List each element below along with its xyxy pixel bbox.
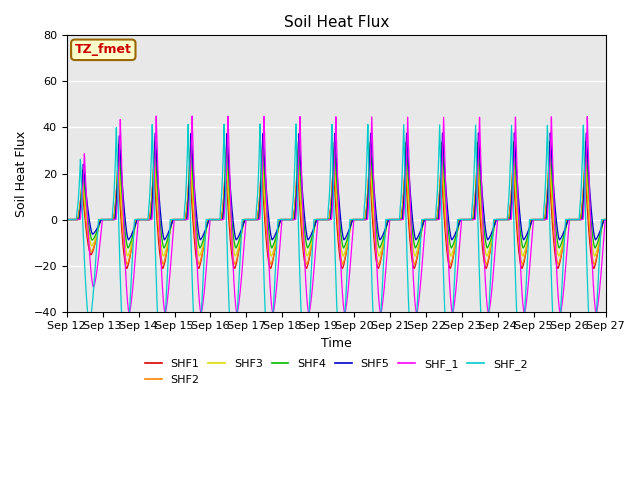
SHF1 (602, 216, 609, 222)
SHF4 (246, 216, 253, 222)
SHF2 (472, 183, 480, 189)
SHF_2 (246, 216, 254, 222)
Line: SHF5: SHF5 (67, 133, 605, 240)
SHF5 (246, 216, 253, 222)
SHF1 (246, 216, 253, 222)
SHF_2 (318, 216, 326, 222)
Text: TZ_fmet: TZ_fmet (75, 43, 132, 56)
SHF5 (457, 216, 465, 222)
SHF3 (591, 253, 598, 259)
SHF3 (318, 216, 326, 222)
SHF1 (63, 216, 70, 222)
SHF3 (457, 216, 465, 222)
SHF2 (457, 216, 465, 222)
SHF_2 (122, 360, 129, 365)
SHF4 (579, 201, 587, 207)
SHF_1 (188, 113, 196, 119)
SHF4 (318, 216, 326, 222)
SHF1 (573, 216, 580, 222)
SHF3 (602, 216, 609, 222)
SHF1 (446, 265, 454, 271)
Legend: SHF1, SHF2, SHF3, SHF4, SHF5, SHF_1, SHF_2: SHF1, SHF2, SHF3, SHF4, SHF5, SHF_1, SHF… (140, 355, 532, 389)
SHF2 (318, 216, 326, 222)
SHF_1 (63, 216, 70, 222)
SHF_2 (579, 131, 587, 136)
Line: SHF_2: SHF_2 (67, 124, 605, 362)
SHF4 (412, 245, 419, 251)
SHF5 (472, 195, 479, 201)
Line: SHF1: SHF1 (67, 163, 605, 268)
SHF_1 (246, 216, 254, 222)
SHF2 (573, 216, 580, 222)
SHF4 (573, 216, 580, 222)
SHF_2 (63, 216, 70, 222)
SHF_1 (457, 226, 465, 232)
SHF3 (246, 216, 254, 222)
SHF2 (294, 154, 301, 159)
SHF3 (573, 216, 580, 222)
SHF3 (579, 198, 587, 204)
X-axis label: Time: Time (321, 337, 351, 350)
SHF4 (472, 190, 480, 196)
SHF4 (457, 216, 465, 222)
SHF5 (602, 216, 609, 222)
SHF2 (602, 216, 609, 222)
Line: SHF_1: SHF_1 (67, 116, 605, 313)
SHF2 (246, 216, 254, 222)
Line: SHF4: SHF4 (67, 142, 605, 248)
Line: SHF3: SHF3 (67, 150, 605, 256)
SHF2 (195, 262, 203, 267)
SHF3 (186, 147, 194, 153)
SHF1 (457, 216, 465, 222)
SHF_1 (579, 216, 587, 222)
Y-axis label: Soil Heat Flux: Soil Heat Flux (15, 131, 28, 216)
SHF_2 (457, 216, 465, 222)
Line: SHF2: SHF2 (67, 156, 605, 264)
SHF5 (579, 205, 587, 211)
SHF4 (63, 216, 70, 222)
Title: Soil Heat Flux: Soil Heat Flux (284, 15, 389, 30)
SHF1 (472, 180, 480, 186)
SHF1 (579, 191, 587, 197)
SHF4 (582, 139, 589, 144)
SHF5 (592, 237, 600, 243)
SHF_2 (472, 139, 480, 145)
SHF_1 (472, 205, 480, 211)
SHF2 (63, 216, 70, 222)
SHF1 (401, 160, 409, 166)
SHF_1 (602, 216, 609, 222)
SHF4 (602, 216, 609, 222)
SHF1 (318, 216, 326, 222)
SHF_1 (318, 216, 326, 222)
SHF5 (63, 216, 70, 222)
SHF_2 (292, 121, 300, 127)
SHF5 (573, 216, 580, 222)
SHF_2 (602, 216, 609, 222)
SHF_1 (573, 216, 580, 222)
SHF_2 (573, 216, 580, 222)
SHF3 (63, 216, 70, 222)
SHF3 (472, 187, 480, 193)
SHF5 (318, 216, 326, 222)
SHF_1 (125, 310, 133, 316)
SHF5 (511, 130, 518, 136)
SHF2 (579, 193, 587, 199)
